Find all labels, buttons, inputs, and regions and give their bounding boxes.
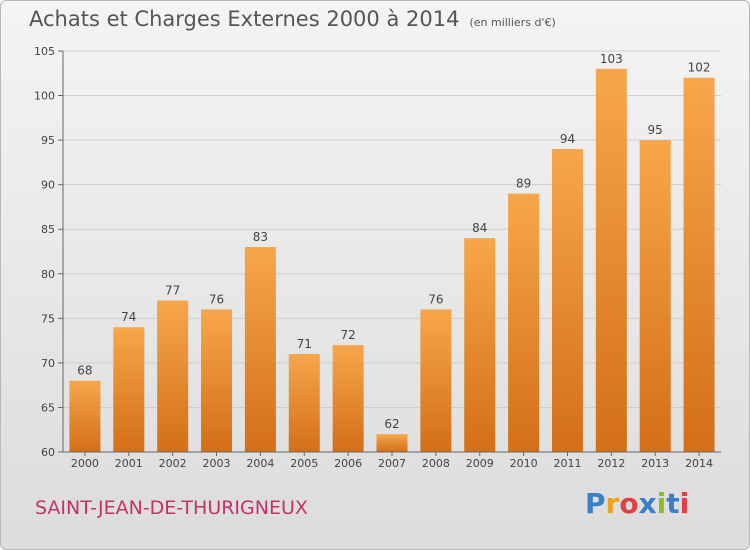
- y-tick-label: 70: [41, 357, 55, 370]
- data-label: 94: [560, 132, 575, 146]
- data-label: 74: [121, 310, 136, 324]
- data-label: 72: [340, 328, 355, 342]
- axes: 60 65 70 75 80 85 90 95 100 105 2000 2001 2002 2003 20…: [34, 45, 721, 470]
- data-label: 102: [688, 61, 711, 75]
- x-tick-label: 2011: [553, 457, 581, 470]
- y-tick-label: 100: [34, 90, 55, 103]
- bar: [639, 140, 671, 452]
- chart-title: Achats et Charges Externes 2000 à 2014 (e…: [29, 7, 556, 31]
- data-label: 71: [297, 337, 312, 351]
- bar: [376, 434, 408, 452]
- bar: [201, 309, 233, 452]
- x-tick-label: 2009: [466, 457, 494, 470]
- x-tick-label: 2001: [115, 457, 143, 470]
- x-tick-label: 2010: [510, 457, 538, 470]
- x-tick-label: 2007: [378, 457, 406, 470]
- y-tick-label: 60: [41, 446, 55, 459]
- logo-letter: x: [638, 487, 657, 520]
- logo-letter: t: [666, 487, 680, 520]
- data-label: 95: [648, 123, 663, 137]
- data-label: 76: [428, 292, 443, 306]
- x-tick-label: 2000: [71, 457, 99, 470]
- x-tick-label: 2006: [334, 457, 362, 470]
- y-tick-label: 95: [41, 134, 55, 147]
- data-label: 77: [165, 284, 180, 298]
- x-tick-label: 2003: [203, 457, 231, 470]
- data-label: 103: [600, 52, 623, 66]
- data-label: 62: [384, 417, 399, 431]
- x-tick-label: 2004: [246, 457, 274, 470]
- bar: [420, 309, 452, 452]
- y-tick-label: 80: [41, 268, 55, 281]
- chart-subtitle: (en milliers d'€): [469, 16, 556, 29]
- bar: [595, 68, 627, 453]
- logo-letter: r: [605, 487, 620, 520]
- bar: [288, 353, 320, 452]
- bar: [332, 345, 364, 452]
- proxiti-logo: Proxiti: [585, 487, 689, 520]
- logo-letter: i: [656, 487, 667, 520]
- bar: [464, 238, 496, 452]
- place-name: SAINT-JEAN-DE-THURIGNEUX: [35, 497, 308, 519]
- data-label: 68: [77, 364, 92, 378]
- logo-letter: o: [619, 487, 639, 520]
- bar: [551, 149, 583, 452]
- bar: [508, 193, 540, 453]
- data-label: 89: [516, 177, 531, 191]
- x-tick-label: 2012: [597, 457, 625, 470]
- data-label: 83: [253, 230, 268, 244]
- x-tick-label: 2005: [290, 457, 318, 470]
- x-tick-label: 2002: [159, 457, 187, 470]
- x-tick-label: 2008: [422, 457, 450, 470]
- chart-title-text: Achats et Charges Externes 2000 à 2014: [29, 7, 460, 31]
- x-tick-label: 2014: [685, 457, 713, 470]
- bar: [113, 327, 145, 452]
- bar: [683, 77, 715, 452]
- y-tick-label: 65: [41, 401, 55, 414]
- y-tick-label: 90: [41, 179, 55, 192]
- data-label: 84: [472, 221, 487, 235]
- x-tick-label: 2013: [641, 457, 669, 470]
- data-label: 76: [209, 292, 224, 306]
- logo-letter: i: [679, 487, 690, 520]
- y-tick-label: 105: [34, 45, 55, 58]
- bar: [244, 247, 276, 452]
- logo-letter: P: [585, 487, 606, 520]
- bars: 68 74 77 76 83 71 72 62 76 84 89 94 103 95 102: [69, 52, 715, 453]
- bar: [157, 300, 189, 452]
- bar: [69, 380, 101, 452]
- y-tick-label: 75: [41, 312, 55, 325]
- y-tick-label: 85: [41, 223, 55, 236]
